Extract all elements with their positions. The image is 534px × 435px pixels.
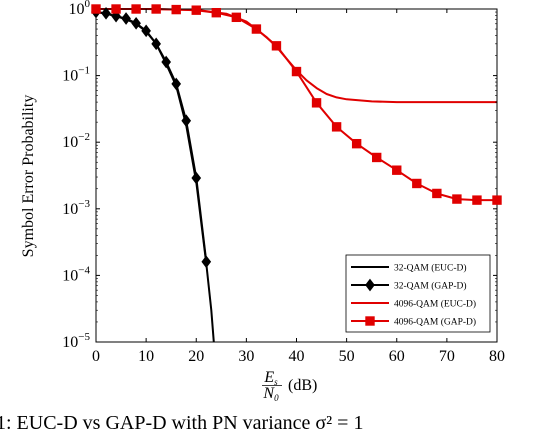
markers-layer [91,4,502,269]
x-axis-title: Es N0 (dB) [262,369,317,403]
caption-fragment: 1: EUC-D vs GAP-D with PN variance σ² = … [0,412,364,434]
data-point-square [331,122,342,132]
data-point-square [271,41,282,51]
data-point-diamond [121,12,131,25]
legend-label: 4096-QAM (GAP-D) [394,317,476,328]
y-tick-label: 100 [69,0,91,18]
legend-label: 32-QAM (EUC-D) [394,263,467,274]
data-point-diamond [191,171,202,185]
y-tick-label: 10−1 [62,65,90,85]
data-point-square [171,4,181,15]
x-tick-label: 10 [138,348,154,365]
data-point-square [432,188,442,199]
y-tick-label: 10−4 [62,264,90,284]
data-point-diamond [101,7,111,20]
x-title-num: E [263,369,274,386]
x-title-unit: (dB) [288,377,317,394]
ticks-layer: 0 10 20 30 40 50 60 70 80 100 10−1 10−2 10−3 10−4 10−5 [62,0,505,365]
series-line-1 [95,11,208,262]
x-title-den-sub: 0 [274,393,279,403]
legend-label: 32-QAM (GAP-D) [394,281,467,292]
data-point-square [492,195,502,205]
x-title-den: N [262,385,275,402]
x-tick-label: 60 [389,348,405,365]
data-point-square [311,98,322,108]
x-title-num-sub: s [274,377,278,387]
data-point-square [151,4,161,14]
x-tick-label: 20 [188,348,204,365]
x-tick-label: 0 [92,348,100,365]
x-tick-label: 80 [489,348,505,365]
data-point-diamond [201,255,212,269]
x-tick-label: 70 [439,348,455,365]
y-tick-label: 10−5 [62,331,90,351]
series-line-2 [96,8,497,104]
data-point-diamond [161,55,172,69]
y-tick-label: 10−2 [62,131,90,151]
svg-text:Es: Es [263,369,278,387]
legend: 32-QAM (EUC-D) 32-QAM (GAP-D) 4096-QAM (EU… [345,254,491,333]
data-point-square [452,194,462,204]
x-tick-label: 50 [339,348,355,365]
legend-swatch-marker [365,278,375,292]
data-point-diamond [141,24,151,38]
data-point-square [372,152,382,163]
legend-swatch-marker [365,316,375,326]
legend-label: 4096-QAM (EUC-D) [394,299,476,310]
data-point-diamond [171,77,182,91]
data-point-square [211,7,222,18]
data-point-square [131,4,141,14]
data-point-diamond [151,37,161,51]
data-point-square [472,195,482,205]
x-tick-label: 40 [289,348,305,365]
x-tick-label: 30 [238,348,254,365]
y-axis-title: Symbol Error Probability [20,95,37,258]
data-point-square [412,178,422,189]
data-point-diamond [131,16,141,30]
y-tick-label: 10−3 [62,198,90,218]
data-point-square [251,24,262,34]
data-point-square [111,4,121,14]
svg-text:N0: N0 [262,385,279,403]
data-point-diamond [181,114,192,128]
data-point-square [231,12,242,23]
data-point-square [291,66,302,77]
data-point-square [392,165,402,175]
data-point-square [351,138,362,149]
data-point-square [191,5,201,15]
data-point-square [91,4,101,14]
